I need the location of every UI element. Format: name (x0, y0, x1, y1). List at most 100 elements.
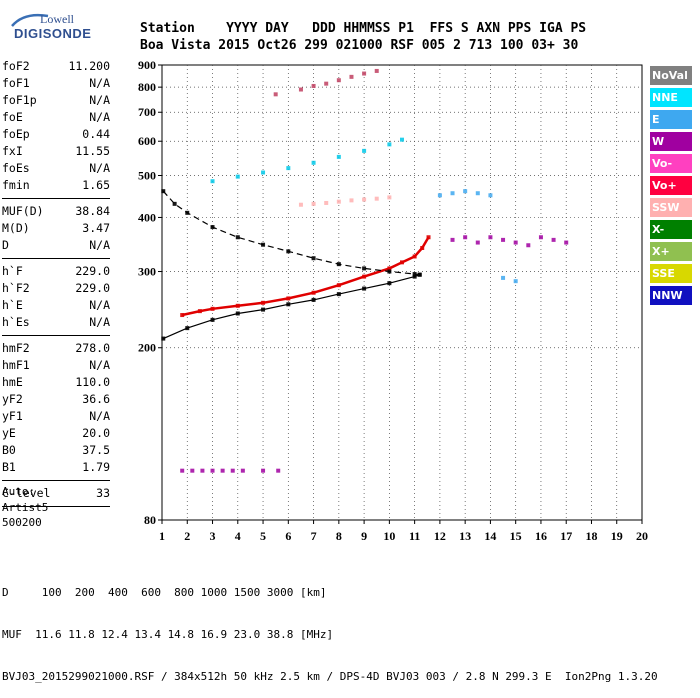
param-value: 1.79 (82, 460, 110, 474)
param-row: yF2 36.6 (2, 391, 110, 408)
data-point (362, 148, 367, 153)
param-name: foF1 (2, 76, 30, 90)
data-point (437, 193, 442, 198)
data-point (324, 200, 329, 205)
data-point (210, 179, 215, 184)
param-value: 20.0 (82, 426, 110, 440)
data-point (311, 290, 316, 295)
param-value: N/A (89, 93, 110, 107)
param-value: N/A (89, 358, 110, 372)
data-point (190, 468, 195, 473)
data-point (362, 286, 367, 291)
data-point (387, 281, 392, 286)
auto-label: Auto: (2, 485, 36, 498)
data-point (180, 313, 185, 318)
data-point (362, 71, 367, 76)
data-point (185, 326, 190, 331)
param-row: fmin 1.65 (2, 177, 110, 194)
header-values: Boa Vista 2015 Oct26 299 021000 RSF 005 … (140, 38, 579, 53)
data-point (412, 272, 417, 277)
data-point (501, 275, 506, 280)
param-divider (2, 480, 110, 481)
x-tick-label: 9 (361, 529, 367, 543)
x-tick-label: 6 (285, 529, 291, 543)
footer-muf-row: MUF 11.6 11.8 12.4 13.4 14.8 16.9 23.0 3… (2, 628, 334, 641)
data-point (387, 269, 392, 274)
param-value: 36.6 (82, 392, 110, 406)
param-name: M(D) (2, 221, 30, 235)
param-name: fmin (2, 178, 30, 192)
data-point (526, 243, 531, 248)
auto-version: 500200 (2, 516, 42, 529)
param-name: h`Es (2, 315, 30, 329)
param-name: foE (2, 110, 23, 124)
x-tick-label: 17 (560, 529, 572, 543)
data-point (387, 266, 392, 271)
data-point (311, 201, 316, 206)
header-labels: Station YYYY DAY DDD HHMMSS P1 FFS S AXN… (140, 21, 587, 36)
x-tick-label: 20 (636, 529, 648, 543)
data-point (311, 83, 316, 88)
data-point (374, 68, 379, 73)
data-point (230, 468, 235, 473)
data-point (336, 154, 341, 159)
data-point (336, 292, 341, 297)
data-point (161, 189, 166, 194)
logo-swoosh-icon (11, 13, 49, 27)
param-row: MUF(D) 38.84 (2, 203, 110, 220)
data-point (412, 254, 417, 259)
data-point (362, 274, 367, 279)
series-line-2 (162, 190, 420, 276)
data-point (564, 240, 569, 245)
param-name: yE (2, 426, 16, 440)
param-row: B1 1.79 (2, 459, 110, 476)
param-value: 37.5 (82, 443, 110, 457)
data-point (172, 201, 177, 206)
param-row: h`E N/A (2, 297, 110, 314)
param-name: fxI (2, 144, 23, 158)
param-name: B1 (2, 460, 16, 474)
param-row: h`Es N/A (2, 314, 110, 331)
param-name: h`F (2, 264, 23, 278)
scaled-parameters-panel: foF2 11.200 foF1 N/A foF1p N/A foE N/A foEp 0.44 f… (2, 58, 110, 511)
data-point (240, 468, 245, 473)
data-point (362, 197, 367, 202)
data-point (311, 256, 316, 261)
legend-item: W (650, 132, 692, 151)
data-point (374, 196, 379, 201)
data-point (488, 193, 493, 198)
x-tick-label: 1 (159, 529, 165, 543)
y-tick-label: 300 (138, 265, 156, 279)
legend-item: X- (650, 220, 692, 239)
plot-frame (161, 64, 643, 521)
param-value: 11.55 (75, 144, 110, 158)
param-value: N/A (89, 76, 110, 90)
x-tick-label: 4 (235, 529, 241, 543)
data-point (400, 137, 404, 142)
legend-item: NNW (650, 286, 692, 305)
data-point (220, 468, 225, 473)
x-tick-label: 18 (585, 529, 597, 543)
data-point (273, 92, 278, 97)
data-point (420, 245, 425, 250)
x-tick-label: 13 (459, 529, 471, 543)
param-value: 229.0 (75, 281, 110, 295)
lowell-digisonde-logo: Lowell DIGISONDE (8, 6, 91, 42)
data-point (501, 237, 506, 242)
data-point (286, 302, 291, 307)
x-tick-label: 2 (184, 529, 190, 543)
x-tick-label: 8 (336, 529, 342, 543)
y-tick-label: 700 (138, 105, 156, 119)
series-line-1 (163, 274, 420, 340)
data-point (261, 242, 266, 247)
x-tick-label: 3 (210, 529, 216, 543)
param-row: foEp 0.44 (2, 126, 110, 143)
data-point (298, 87, 303, 92)
data-point (426, 235, 431, 240)
ionogram-chart: 1 2 3 4 5 6 7 8 9 10 11 12 13 14 15 16 17 18 19 20802003004… (138, 58, 648, 543)
logo-lowell-text: Lowell (40, 12, 74, 26)
param-name: foF1p (2, 93, 37, 107)
data-point (450, 237, 455, 242)
param-row: hmF2 278.0 (2, 340, 110, 357)
legend-item: E (650, 110, 692, 129)
